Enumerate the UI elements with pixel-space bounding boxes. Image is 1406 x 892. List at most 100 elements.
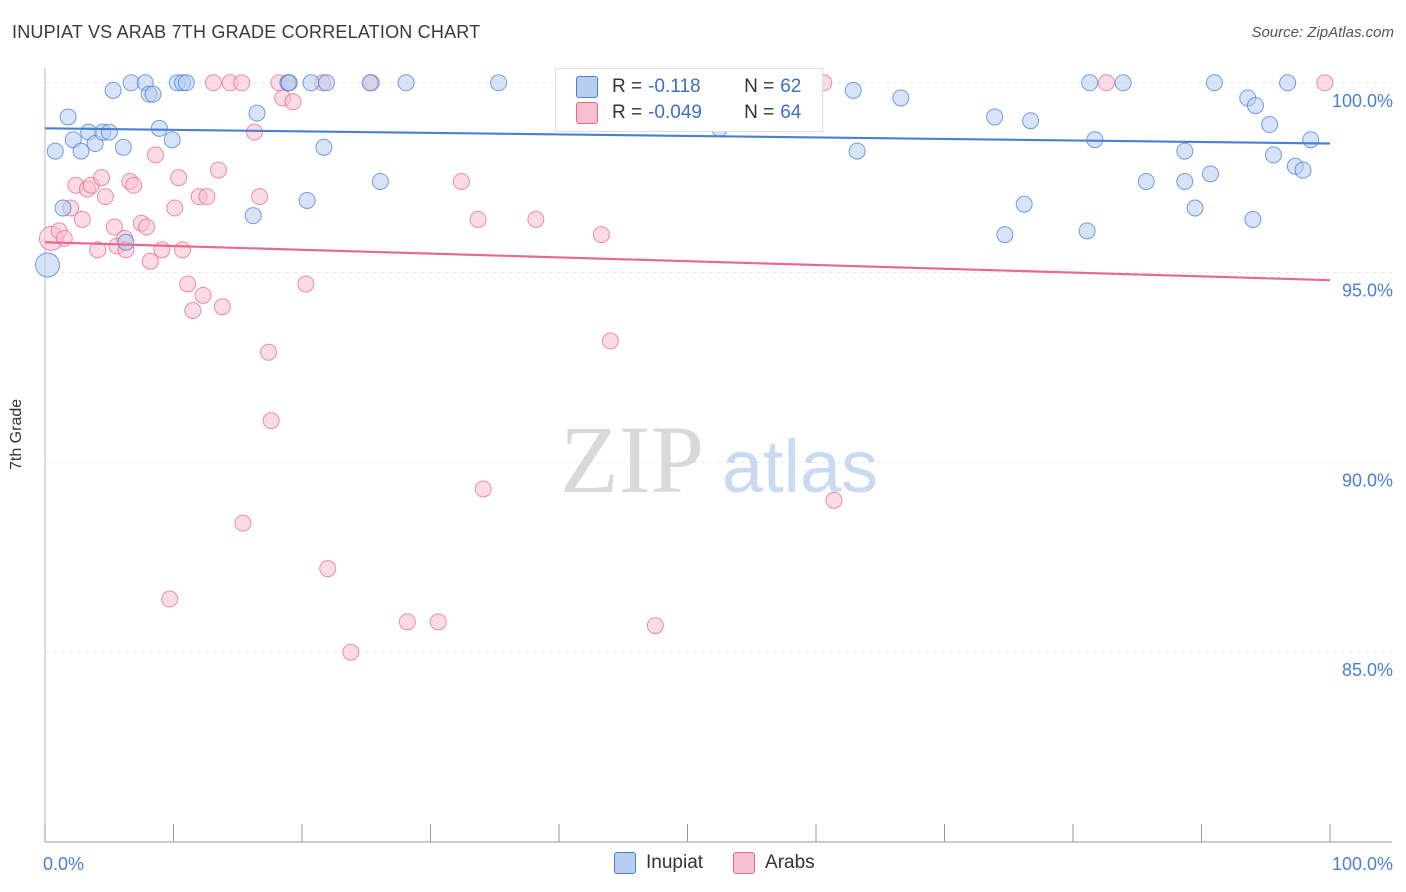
- arabs-point: [179, 275, 197, 293]
- inupiat-point: [1186, 199, 1204, 217]
- watermark-atlas: atlas: [722, 425, 878, 508]
- inupiat-point: [490, 74, 508, 92]
- inupiat-point: [104, 81, 122, 99]
- y-tick-label: 100.0%: [1332, 91, 1393, 111]
- legend-r-value: -0.118: [648, 76, 701, 97]
- arabs-point: [141, 252, 159, 270]
- inupiat-point: [1201, 165, 1219, 183]
- inupiat-point: [1015, 195, 1033, 213]
- inupiat-point: [1114, 74, 1132, 92]
- x-tick-label: 100.0%: [1332, 854, 1393, 874]
- legend-n-value: 62: [780, 76, 802, 97]
- x-tick-label: 0.0%: [43, 854, 84, 874]
- arabs-point: [646, 617, 664, 635]
- arabs-point: [342, 643, 360, 661]
- inupiat-point: [1244, 210, 1262, 228]
- arabs-point: [251, 188, 269, 206]
- legend-row-arabs: R = -0.049 N = 64: [576, 100, 801, 126]
- inupiat-point: [248, 104, 266, 122]
- arabs-point: [105, 218, 123, 236]
- arabs-point: [93, 169, 111, 187]
- arabs-point: [1316, 74, 1334, 92]
- arabs-point: [469, 210, 487, 228]
- y-tick-label: 85.0%: [1342, 660, 1393, 680]
- inupiat-point: [177, 74, 195, 92]
- arabs-point: [592, 226, 610, 244]
- arabs-point: [138, 218, 156, 236]
- arabs-point: [527, 210, 545, 228]
- arabs-point: [147, 146, 165, 164]
- arabs-point: [319, 560, 337, 578]
- inupiat-trend-line: [44, 127, 1331, 145]
- inupiat-point: [1176, 172, 1194, 190]
- arabs-points: [38, 74, 1334, 661]
- inupiat-point: [54, 199, 72, 217]
- inupiat-point: [1279, 74, 1297, 92]
- inupiat-point: [72, 142, 90, 160]
- inupiat-point: [1246, 97, 1264, 115]
- inupiat-point: [163, 131, 181, 149]
- inupiat-point: [59, 108, 77, 126]
- inupiat-point: [144, 85, 162, 103]
- inupiat-point: [35, 252, 61, 278]
- arabs-swatch: [576, 102, 598, 124]
- arabs-point: [89, 241, 107, 259]
- arabs-point: [233, 74, 251, 92]
- arabs-legend-swatch: [733, 852, 756, 874]
- watermark: ZIP atlas: [560, 406, 878, 513]
- watermark-zip: ZIP: [560, 406, 704, 513]
- legend-r-label: R =: [612, 102, 643, 123]
- inupiat-point: [397, 74, 415, 92]
- inupiat-point: [100, 123, 118, 141]
- series-legend: Inupiat Arabs: [614, 852, 845, 874]
- arabs-point: [125, 176, 143, 194]
- legend-n-label: N =: [744, 76, 775, 97]
- arabs-point: [161, 590, 179, 608]
- inupiat-point: [317, 74, 335, 92]
- legend-r-label: R =: [612, 76, 643, 97]
- legend-item-inupiat: Inupiat: [614, 852, 703, 874]
- trend-lines: [44, 127, 1331, 282]
- inupiat-point: [244, 207, 262, 225]
- inupiat-point: [1137, 172, 1155, 190]
- inupiat-point: [280, 74, 298, 92]
- arabs-point: [198, 188, 216, 206]
- arabs-point: [398, 613, 416, 631]
- arabs-point: [601, 332, 619, 350]
- tick-labels: 100.0% 95.0% 90.0% 85.0% 0.0% 100.0%: [43, 91, 1393, 874]
- inupiat-legend-swatch: [614, 852, 636, 874]
- inupiat-swatch: [576, 76, 598, 98]
- inupiat-point: [848, 142, 866, 160]
- arabs-point: [194, 286, 212, 304]
- y-tick-label: 90.0%: [1342, 470, 1393, 490]
- inupiat-point: [46, 142, 64, 160]
- y-tick-label: 95.0%: [1342, 281, 1393, 301]
- arabs-point: [1097, 74, 1115, 92]
- arabs-point: [153, 241, 171, 259]
- arabs-point: [213, 298, 231, 316]
- grid-lines: [45, 82, 1392, 653]
- arabs-point: [284, 93, 302, 111]
- arabs-point: [429, 613, 447, 631]
- legend-row-inupiat: R = -0.118 N = 62: [576, 74, 801, 100]
- arabs-point: [297, 275, 315, 293]
- legend-r-value: -0.049: [648, 102, 702, 123]
- inupiat-point: [892, 89, 910, 107]
- arabs-point: [234, 514, 252, 532]
- inupiat-point: [371, 172, 389, 190]
- arabs-legend-label: Arabs: [765, 852, 815, 873]
- arabs-point: [452, 172, 470, 190]
- inupiat-point: [1264, 146, 1282, 164]
- inupiat-point: [1022, 112, 1040, 130]
- arabs-point: [166, 199, 184, 217]
- inupiat-point: [1294, 161, 1312, 179]
- inupiat-point: [1081, 74, 1099, 92]
- arabs-point: [262, 412, 280, 430]
- inupiat-legend-label: Inupiat: [646, 852, 704, 873]
- arabs-point: [204, 74, 222, 92]
- stats-legend: R = -0.118 N = 62 R = -0.049 N = 64: [555, 68, 823, 132]
- arabs-point: [96, 188, 114, 206]
- inupiat-point: [1078, 222, 1096, 240]
- chart-title: INUPIAT VS ARAB 7TH GRADE CORRELATION CH…: [12, 22, 481, 42]
